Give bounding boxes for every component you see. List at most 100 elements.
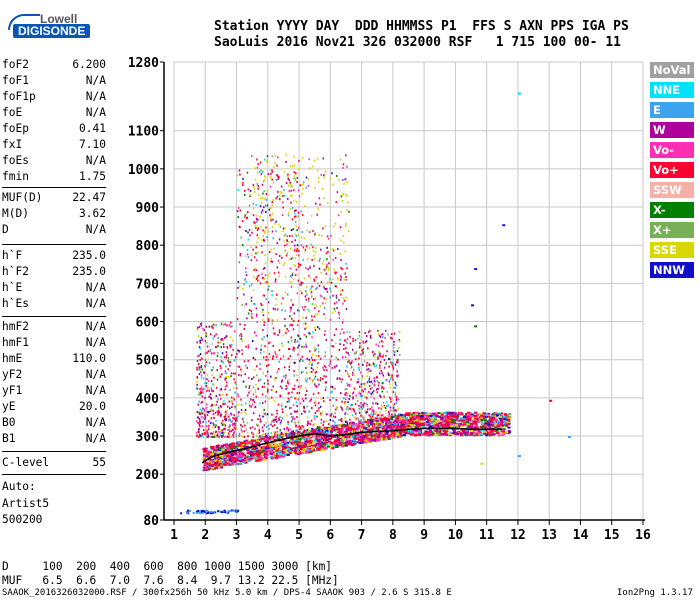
param-name: B0 [2,416,16,429]
echo-point [363,427,367,430]
echo-point [296,450,300,453]
echo-point [352,337,354,340]
echo-point [360,383,363,386]
echo-point [410,424,414,427]
echo-point [274,444,278,447]
echo-point [301,292,303,295]
param-row-foe: foE N/A [2,106,106,122]
echo-point [361,394,363,397]
echo-point [449,412,453,415]
echo-point [200,336,203,339]
echo-point [362,436,366,439]
echo-point [393,420,397,423]
echo-point [217,426,219,429]
echo-point [366,427,370,430]
echo-point [261,304,263,307]
echo-point [385,426,388,429]
echo-point [252,436,254,439]
echo-point [465,430,469,433]
echo-point [223,345,225,348]
echo-point [213,433,216,436]
logo-digisonde: DIGISONDE [13,24,91,38]
echo-point [494,419,498,422]
echo-point [282,194,284,197]
echo-point [219,405,222,408]
echo-point [217,341,219,344]
echo-point [305,389,308,392]
echo-point [366,361,368,364]
echo-point [355,351,357,354]
echo-point [348,427,352,430]
echo-point [305,446,309,449]
echo-point [390,433,393,436]
echo-point [383,435,386,438]
echo-point [334,387,336,390]
echo-point [229,419,231,422]
echo-point [381,333,384,336]
echo-point [380,333,383,336]
echo-point [197,435,199,438]
echo-point [322,284,325,287]
echo-point [354,430,358,433]
echo-point [274,432,276,435]
echo-point [320,429,322,432]
echo-point [255,434,258,437]
echo-point [225,460,229,463]
echo-point [233,330,236,333]
echo-point [367,370,369,373]
echo-point [275,355,278,358]
echo-point [376,380,378,383]
param-row-h-e: h`E N/A [2,281,106,297]
echo-point [244,408,247,411]
echo-point [417,412,421,415]
echo-point [426,428,430,431]
echo-point [258,449,262,452]
echo-point [339,289,342,292]
echo-point [336,377,338,380]
echo-point [389,409,392,412]
echo-point [199,353,202,356]
echo-point [393,425,396,428]
echo-point [335,296,338,299]
echo-point [288,368,291,371]
echo-point [266,318,269,321]
echo-point [281,408,284,411]
echo-point [229,360,232,363]
echo-point [354,437,358,440]
echo-point [305,439,309,442]
echo-point [292,328,295,331]
echo-point [467,427,471,430]
echo-point [302,258,304,261]
echo-point [502,433,506,436]
echo-point [346,429,350,432]
echo-point [281,445,285,448]
echo-point [323,286,325,289]
echo-point [382,434,385,437]
echo-point [368,375,371,378]
echo-point [420,418,424,421]
echo-point [388,412,391,415]
echo-point [262,234,265,237]
param-row-m-d-: M(D) 3.62 [2,207,106,223]
echo-point [382,432,385,435]
echo-point [330,414,332,417]
echo-point [234,427,237,430]
echo-point [250,431,253,434]
echo-point [330,290,332,293]
echo-point [303,323,305,326]
echo-point [258,428,261,431]
echo-point [234,453,238,456]
echo-point [493,425,497,428]
echo-point [411,431,415,434]
echo-point [253,221,255,224]
echo-point [338,313,341,316]
echo-point [210,325,213,328]
echo-point [251,312,253,315]
echo-point [375,421,379,424]
param-name: foEs [2,154,29,167]
echo-point [221,448,225,451]
echo-point [342,297,345,300]
echo-point [435,429,439,432]
echo-point [300,358,302,361]
echo-point [290,189,293,192]
